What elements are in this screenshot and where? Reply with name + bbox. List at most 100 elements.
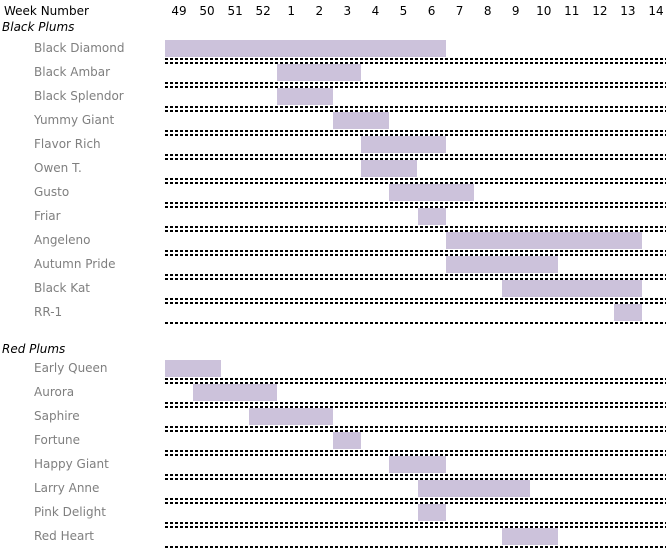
dotted-separator (165, 254, 666, 256)
dotted-separator (165, 154, 666, 156)
availability-bar (389, 456, 446, 473)
dotted-separator (165, 58, 666, 60)
row-label: Owen T. (34, 161, 82, 175)
week-tick: 3 (343, 4, 352, 18)
availability-bar (417, 504, 446, 521)
dotted-separator (165, 106, 666, 108)
dotted-separator (165, 522, 666, 524)
dotted-separator (165, 502, 666, 504)
dotted-separator (165, 406, 666, 408)
week-tick: 6 (427, 4, 436, 18)
row-label: Larry Anne (34, 481, 100, 495)
availability-bar (333, 112, 390, 129)
row-label: Aurora (34, 385, 75, 399)
row-label: Gusto (34, 185, 70, 199)
row-label: Black Ambar (34, 65, 111, 79)
dotted-separator (165, 110, 666, 112)
dotted-separator (165, 230, 666, 232)
dotted-separator (165, 278, 666, 280)
week-number-axis-title: Week Number (4, 4, 89, 18)
dotted-separator (165, 546, 666, 548)
row-label: Angeleno (34, 233, 91, 247)
week-tick: 8 (483, 4, 492, 18)
week-tick: 2 (315, 4, 324, 18)
row-label: Flavor Rich (34, 137, 101, 151)
week-tick: 4 (371, 4, 380, 18)
dotted-separator (165, 454, 666, 456)
dotted-separator (165, 322, 666, 324)
dotted-separator (165, 426, 666, 428)
week-tick: 12 (592, 4, 608, 18)
dotted-separator (165, 302, 666, 304)
dotted-separator (165, 202, 666, 204)
availability-bar (249, 408, 334, 425)
row-label: Happy Giant (34, 457, 109, 471)
dotted-separator (165, 62, 666, 64)
section-title-black-plums: Black Plums (2, 20, 75, 34)
row-label: Black Kat (34, 281, 90, 295)
availability-bar (417, 208, 446, 225)
week-tick: 50 (199, 4, 215, 18)
availability-bar (389, 184, 474, 201)
availability-bar (193, 384, 278, 401)
dotted-separator (165, 250, 666, 252)
row-label: Autumn Pride (34, 257, 116, 271)
dotted-separator (165, 478, 666, 480)
week-tick: 51 (227, 4, 243, 18)
dotted-separator (165, 182, 666, 184)
availability-bar (361, 136, 446, 153)
dotted-separator (165, 178, 666, 180)
row-label: Yummy Giant (34, 113, 115, 127)
availability-bar (501, 528, 558, 545)
week-tick: 9 (511, 4, 520, 18)
row-label: Friar (34, 209, 61, 223)
availability-bar (333, 432, 362, 449)
week-tick: 13 (620, 4, 636, 18)
availability-bar (361, 160, 418, 177)
row-label: Saphire (34, 409, 80, 423)
row-label: Pink Delight (34, 505, 106, 519)
dotted-separator (165, 134, 666, 136)
week-tick: 7 (455, 4, 464, 18)
dotted-separator (165, 82, 666, 84)
dotted-separator (165, 378, 666, 380)
week-tick: 11 (564, 4, 580, 18)
week-tick: 10 (536, 4, 552, 18)
dotted-separator (165, 298, 666, 300)
availability-bar (445, 232, 642, 249)
dotted-separator (165, 430, 666, 432)
dotted-separator (165, 206, 666, 208)
availability-bar (417, 480, 530, 497)
dotted-separator (165, 130, 666, 132)
availability-bar (277, 64, 362, 81)
week-tick: 1 (287, 4, 296, 18)
week-tick: 5 (399, 4, 408, 18)
dotted-separator (165, 158, 666, 160)
row-label: RR-1 (34, 305, 63, 319)
dotted-separator (165, 450, 666, 452)
row-label: Black Splendor (34, 89, 124, 103)
availability-bar (501, 280, 642, 297)
availability-bar (613, 304, 642, 321)
availability-bar (165, 360, 222, 377)
availability-bar (445, 256, 558, 273)
week-tick: 14 (648, 4, 664, 18)
row-label: Red Heart (34, 529, 95, 543)
dotted-separator (165, 526, 666, 528)
row-label: Early Queen (34, 361, 108, 375)
week-tick: 49 (171, 4, 187, 18)
dotted-separator (165, 402, 666, 404)
dotted-separator (165, 498, 666, 500)
row-label: Black Diamond (34, 41, 125, 55)
dotted-separator (165, 86, 666, 88)
row-label: Fortune (34, 433, 81, 447)
week-tick: 52 (255, 4, 271, 18)
dotted-separator (165, 382, 666, 384)
section-title-red-plums: Red Plums (2, 342, 66, 356)
dotted-separator (165, 474, 666, 476)
availability-bar (277, 88, 334, 105)
dotted-separator (165, 226, 666, 228)
dotted-separator (165, 274, 666, 276)
availability-bar (165, 40, 446, 57)
